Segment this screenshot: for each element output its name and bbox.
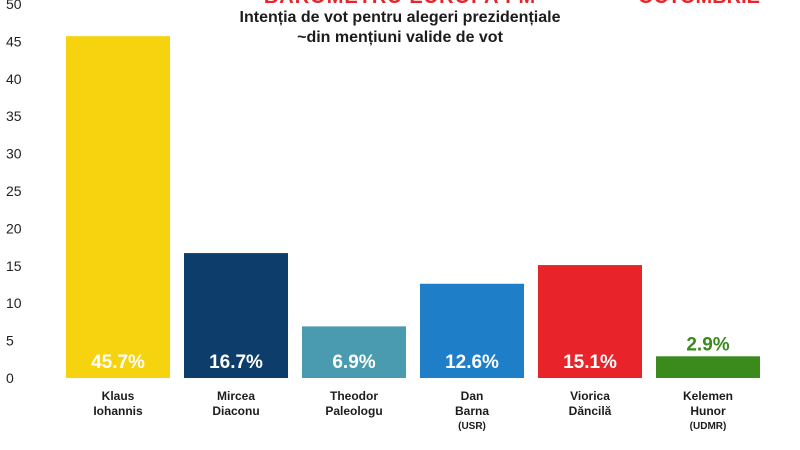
y-tick-label: 0: [6, 370, 14, 386]
x-tick-label: Diaconu: [212, 404, 259, 418]
y-tick-label: 5: [6, 333, 14, 349]
x-tick-label: Kelemen: [683, 389, 733, 403]
x-tick-label: Paleologu: [325, 404, 382, 418]
bar: [538, 265, 642, 378]
data-label: 12.6%: [445, 352, 499, 373]
x-tick-label: Dan: [461, 389, 484, 403]
banner-right-text: OCTOMBRIE: [638, 0, 760, 9]
y-tick-label: 30: [6, 146, 22, 162]
chart-title: Intenția de vot pentru alegeri prezidenț…: [239, 9, 561, 26]
x-tick-label: Mircea: [217, 389, 255, 403]
data-label: 2.9%: [686, 334, 729, 355]
data-label: 6.9%: [332, 352, 375, 373]
chart-title-block: Intenția de vot pentru alegeri prezidenț…: [0, 8, 800, 48]
y-tick-label: 15: [6, 258, 22, 274]
x-tick-label: Klaus: [102, 389, 135, 403]
bar: [66, 36, 170, 378]
x-tick-label: Barna: [455, 404, 489, 418]
data-label: 16.7%: [209, 352, 263, 373]
data-label: 45.7%: [91, 352, 145, 373]
y-tick-label: 35: [6, 108, 22, 124]
x-tick-label: Viorica: [570, 389, 610, 403]
y-tick-label: 40: [6, 71, 22, 87]
bar: [302, 326, 406, 378]
x-tick-label: Theodor: [330, 389, 378, 403]
bar: [420, 283, 524, 378]
chart-subtitle: ~din mențiuni valide de vot: [297, 29, 503, 46]
x-tick-note: (USR): [458, 421, 486, 432]
bar: [656, 356, 760, 378]
x-tick-label: Dăncilă: [569, 404, 612, 418]
y-tick-label: 10: [6, 295, 22, 311]
x-tick-note: (UDMR): [690, 421, 727, 432]
y-tick-label: 25: [6, 183, 22, 199]
x-tick-label: Hunor: [690, 404, 726, 418]
bar: [184, 253, 288, 378]
y-tick-label: 45: [6, 33, 22, 49]
y-tick-label: 50: [6, 0, 22, 12]
x-tick-label: Iohannis: [93, 404, 143, 418]
data-label: 15.1%: [563, 352, 617, 373]
y-tick-label: 20: [6, 220, 22, 236]
banner-text: BAROMETRU EUROPA FM: [0, 0, 800, 9]
